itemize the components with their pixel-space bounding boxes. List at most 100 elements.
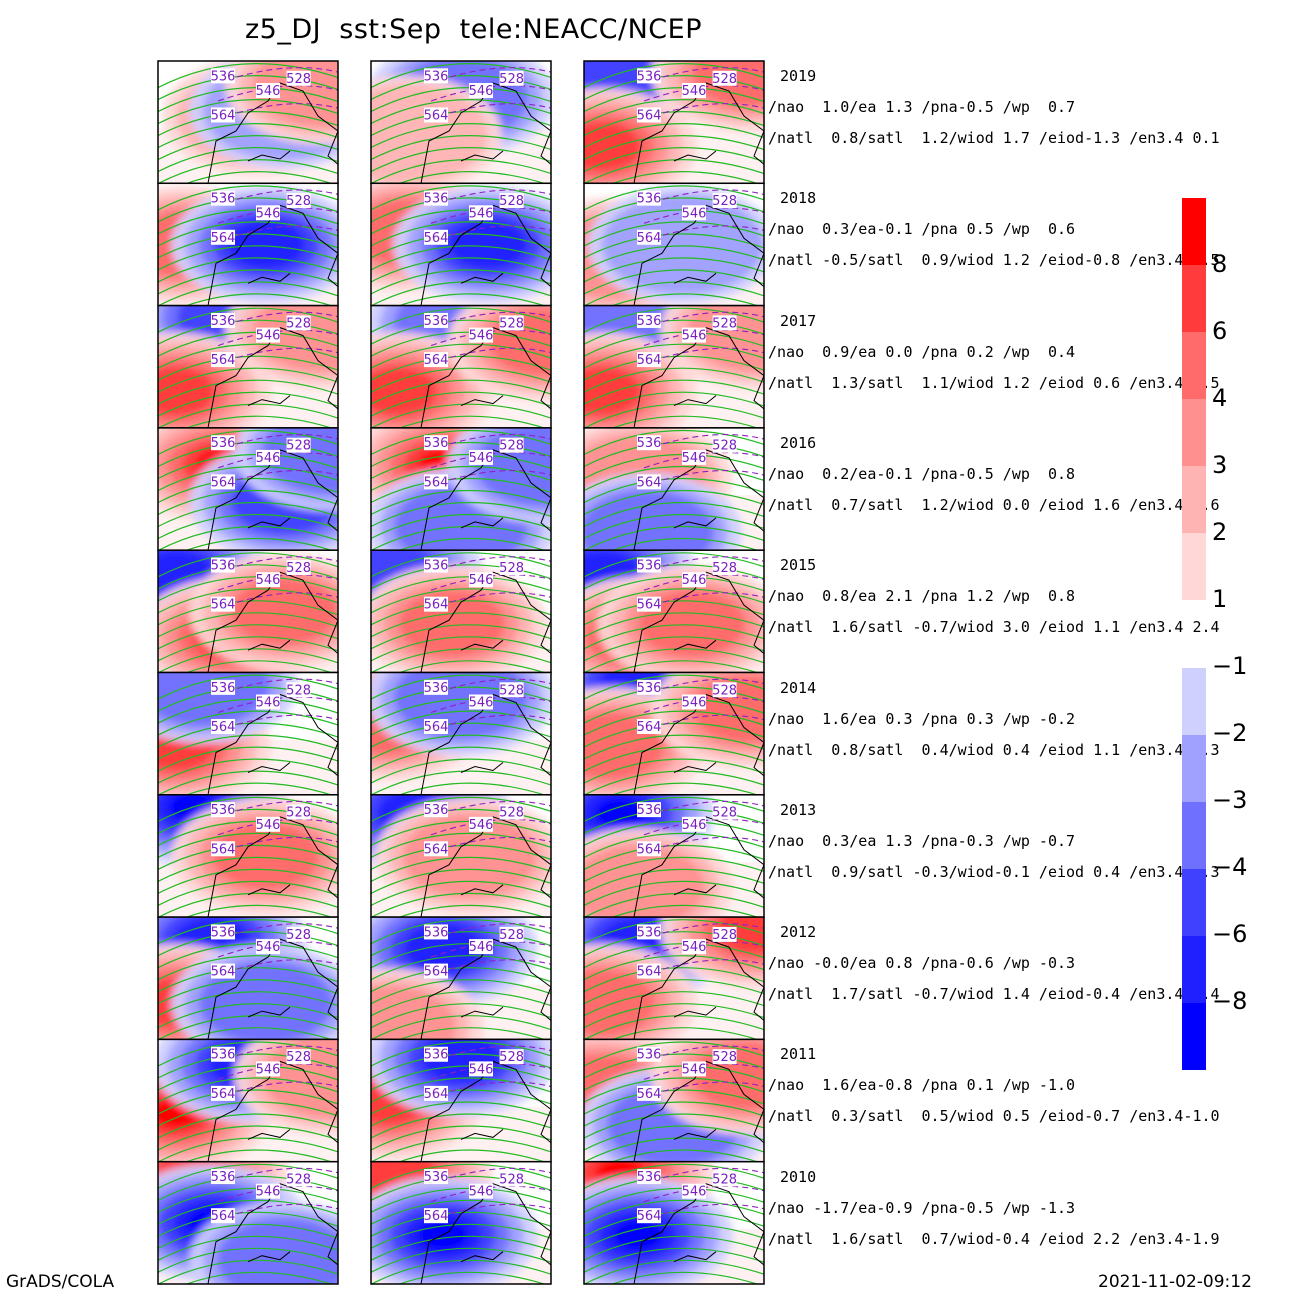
contour-label-box — [712, 1171, 737, 1187]
height-contour — [158, 478, 338, 504]
height-contour — [584, 770, 764, 795]
contour-label: 528 — [286, 561, 311, 576]
height-contour — [371, 746, 551, 772]
contour-label: 564 — [424, 231, 449, 246]
contour-label: 564 — [211, 965, 236, 980]
height-contour — [371, 1235, 551, 1262]
height-contour — [371, 722, 551, 748]
height-contour — [584, 710, 764, 736]
contour-label-box — [682, 449, 706, 465]
map-panel-2016-3: 536 546 564 528 — [584, 427, 764, 551]
coastline — [633, 1183, 764, 1284]
contour-label: 564 — [424, 108, 449, 123]
height-contour — [371, 269, 551, 295]
map-panel-2017-3: 536 546 564 528 — [584, 305, 764, 428]
height-contour — [584, 99, 764, 125]
contour-label: 564 — [211, 108, 236, 123]
height-contour — [371, 1247, 551, 1274]
height-contour — [397, 660, 547, 673]
contour-label: 564 — [637, 1087, 662, 1102]
contour-label: 536 — [637, 925, 662, 940]
coastline — [247, 1129, 291, 1140]
height-contour — [371, 832, 551, 859]
height-contour — [158, 391, 338, 417]
height-contour — [158, 245, 338, 271]
contour-label-box — [469, 449, 493, 465]
height-contour — [584, 233, 764, 259]
index-block-2015: 2015/nao 0.8/ea 2.1 /pna 1.2 /wp 0.8/nat… — [768, 558, 1220, 635]
height-contour — [584, 734, 764, 760]
height-contour — [397, 1027, 547, 1040]
map-panel-2015-3: 536 546 564 528 — [584, 550, 764, 673]
contour-label-box — [499, 682, 524, 698]
height-contour — [371, 856, 551, 883]
colorbar-swatch-cold — [1182, 869, 1206, 936]
sst-indices: /natl 1.3/satl 1.1/wiod 1.2 /eiod 0.6 /e… — [768, 373, 1220, 392]
height-contour — [584, 75, 764, 101]
coastline — [673, 395, 717, 407]
height-contour — [584, 1223, 764, 1250]
contour-label-box — [637, 841, 661, 857]
contour-label-box — [256, 205, 280, 221]
contour-label-box — [256, 1061, 280, 1077]
height-contour — [584, 221, 764, 247]
contour-label: 536 — [211, 69, 236, 84]
contour-label: 564 — [424, 965, 449, 980]
contour-label: 528 — [499, 683, 524, 698]
contour-label-box — [712, 315, 737, 331]
contour-label-box — [211, 679, 235, 695]
height-contour — [158, 123, 338, 149]
height-contour — [371, 1125, 551, 1151]
contour-label-box — [211, 68, 235, 84]
contour-label-box — [712, 70, 737, 86]
contour-label: 536 — [637, 436, 662, 451]
height-contour — [584, 343, 764, 369]
contour-label-box — [637, 352, 661, 368]
height-contour — [158, 526, 338, 551]
map-panel-2018-1: 536 546 564 528 — [158, 183, 338, 306]
contour-label-box — [286, 1049, 311, 1065]
contour-label-box — [424, 679, 448, 695]
coastline — [420, 204, 551, 306]
height-contour — [584, 159, 764, 184]
height-contour — [158, 355, 338, 381]
anomaly-contour — [643, 836, 764, 854]
contour-label: 564 — [424, 353, 449, 368]
height-contour — [371, 674, 551, 700]
contour-label: 546 — [469, 940, 494, 955]
contour-label: 536 — [637, 1170, 662, 1185]
height-contour — [584, 892, 764, 918]
anomaly-contour — [217, 678, 338, 696]
anomaly-contour — [430, 1081, 551, 1098]
coastline — [460, 884, 504, 896]
height-contour — [371, 576, 551, 602]
contour-label: 528 — [286, 928, 311, 943]
height-contour — [371, 868, 551, 895]
contour-label-box — [682, 1061, 706, 1077]
height-contour — [158, 1235, 338, 1262]
index-block-2010: 2010/nao -1.7/ea-0.9 /pna-0.5 /wp -1.3/n… — [768, 1169, 1220, 1247]
anomaly-shade — [584, 490, 714, 551]
height-contour — [158, 221, 338, 247]
height-contour — [158, 281, 338, 306]
coastline — [673, 1251, 717, 1263]
anomaly-contour — [217, 1167, 338, 1185]
height-contour — [158, 197, 338, 223]
contour-label: 546 — [256, 818, 281, 833]
map-panel-2012-2: 536 546 564 528 — [371, 917, 551, 1040]
contour-label: 528 — [712, 683, 737, 698]
height-contour — [371, 880, 551, 907]
anomaly-contour — [643, 347, 764, 365]
contour-label: 564 — [637, 353, 662, 368]
coastline — [247, 884, 291, 896]
anomaly-shade — [584, 844, 705, 918]
height-contour — [584, 868, 764, 895]
contour-label-box — [712, 437, 737, 453]
contour-label-box — [499, 315, 524, 331]
teleconnection-indices: /nao 1.0/ea 1.3 /pna-0.5 /wp 0.7 — [768, 98, 1076, 116]
height-contour — [158, 490, 338, 516]
height-contour — [158, 1187, 338, 1214]
anomaly-contour — [217, 347, 338, 365]
anomaly-contour — [430, 1203, 551, 1221]
contour-label-box — [637, 229, 661, 245]
